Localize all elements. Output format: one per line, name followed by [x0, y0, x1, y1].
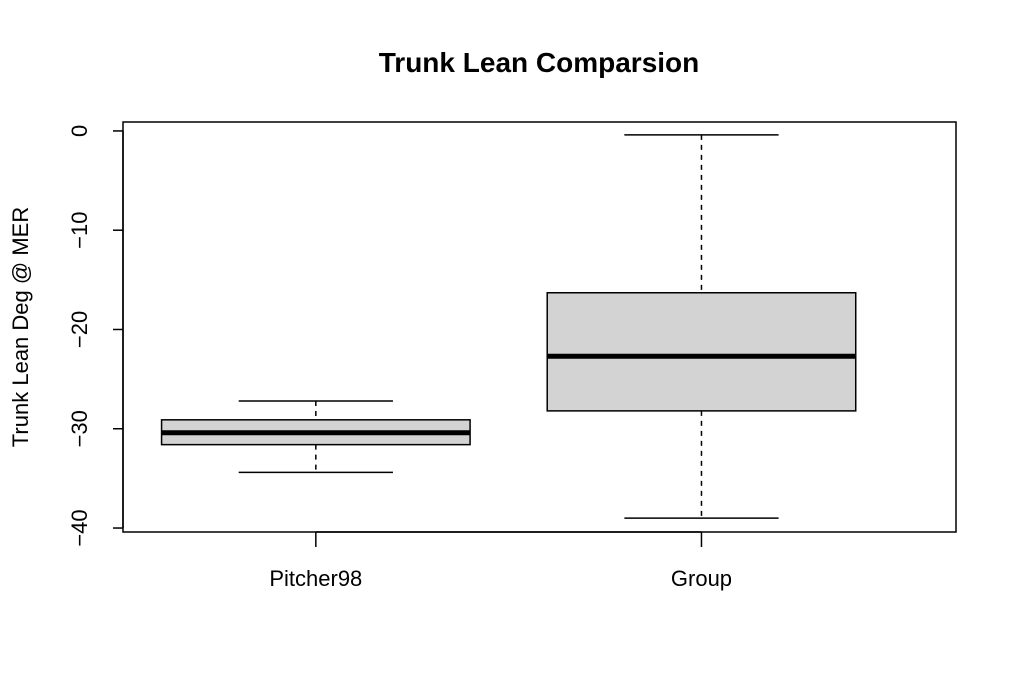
y-axis-label: Trunk Lean Deg @ MER: [8, 207, 33, 447]
y-tick-label-4: −40: [67, 509, 92, 546]
y-axis: 0 −10 −20 −30 −40: [67, 125, 124, 547]
chart-title: Trunk Lean Comparsion: [379, 47, 700, 78]
y-tick-label-1: −10: [67, 212, 92, 249]
x-tick-label-1: Group: [671, 566, 732, 591]
y-tick-label-2: −20: [67, 311, 92, 348]
x-axis: Pitcher98 Group: [269, 531, 732, 591]
iqr-box-1: [546, 292, 857, 412]
box-1: [546, 134, 857, 519]
x-tick-label-0: Pitcher98: [269, 566, 362, 591]
box-group: [160, 134, 857, 519]
box-0: [160, 400, 471, 474]
y-tick-label-0: 0: [67, 125, 92, 137]
y-tick-label-3: −30: [67, 410, 92, 447]
